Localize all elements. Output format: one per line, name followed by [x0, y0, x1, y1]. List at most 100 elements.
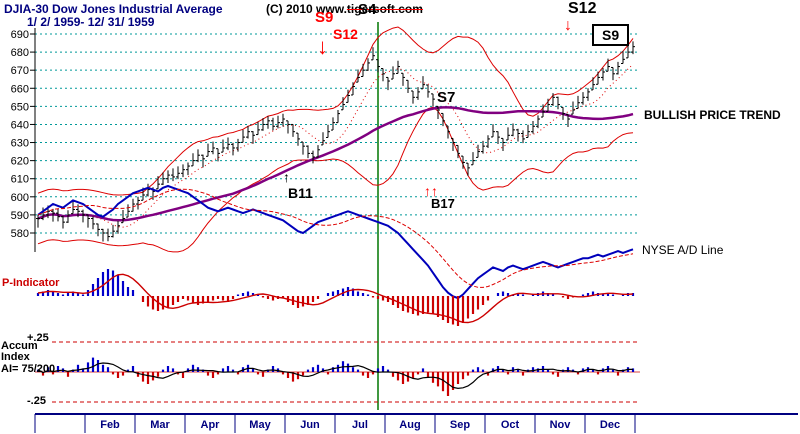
p-indicator-bar [146, 296, 150, 307]
p-indicator-bar [356, 291, 360, 296]
accum-bar [631, 368, 635, 372]
accum-bar [401, 372, 405, 384]
accum-bar [581, 368, 585, 372]
p-indicator-bar [486, 296, 490, 301]
y-axis-label: 580 [11, 228, 29, 240]
accum-bar [386, 369, 390, 372]
p-indicator-bar [186, 296, 190, 301]
p-indicator-bar [231, 296, 235, 299]
month-label-apr: Apr [200, 419, 220, 431]
p-indicator-bar [561, 296, 565, 298]
p-indicator-bar [261, 296, 265, 298]
accum-bar [311, 367, 315, 372]
p-indicator-bar [126, 287, 130, 296]
accum-bar [271, 366, 275, 372]
p-indicator-bar [606, 293, 610, 296]
p-indicator-bar [481, 296, 485, 305]
copyright: (C) 2010 www.tigersoft.com [266, 3, 423, 15]
month-label-mar: Mar [150, 419, 170, 431]
accum-bar [86, 362, 90, 372]
annotation-s7: S7 [437, 89, 456, 106]
p-indicator-bar [386, 296, 390, 302]
y-axis-label: 670 [11, 65, 29, 77]
p-indicator-bar [401, 296, 405, 311]
p-indicator-bar [311, 296, 315, 302]
accum-bar [136, 372, 140, 377]
accum-bar [76, 364, 80, 372]
accum-bar [351, 367, 355, 372]
p-indicator-bar [51, 291, 55, 296]
accum-bar [461, 372, 465, 380]
p-indicator-bar [56, 293, 60, 296]
p-indicator-label: P-Indicator [2, 277, 60, 289]
month-label-jun: Jun [300, 419, 320, 431]
accum-bar [346, 363, 350, 372]
bullish-price-trend-label: BULLISH PRICE TREND [644, 108, 781, 122]
accum-bar [261, 372, 265, 377]
p-indicator-bar [436, 296, 440, 317]
copyright-text: (C) 2010 www. [266, 2, 347, 16]
p-indicator-bar [411, 296, 415, 314]
accum-bar [111, 372, 115, 375]
p-indicator-bar [331, 291, 335, 296]
accum-bar [301, 372, 305, 376]
accum-bar [181, 372, 185, 378]
accum-bar [81, 368, 85, 372]
accum-bar [306, 369, 310, 372]
p-indicator-bar [101, 272, 105, 296]
accum-bar [551, 372, 555, 375]
accum-bar [371, 372, 375, 375]
y-axis-label: 640 [11, 119, 29, 131]
accum-bar [331, 367, 335, 372]
y-axis-label: 600 [11, 192, 29, 204]
accum-bar [251, 368, 255, 372]
p-indicator-bar [591, 291, 595, 296]
accum-bar [436, 372, 440, 387]
accum-bar [156, 372, 160, 377]
p-indicator-bar [61, 294, 65, 296]
accum-bar [596, 372, 600, 375]
accum-bar [256, 372, 260, 375]
p-indicator-bar [226, 296, 230, 302]
y-axis-label: 690 [11, 29, 29, 41]
accum-bar [221, 368, 225, 372]
annotation-b11: B11 [288, 185, 313, 201]
accum-bar [516, 369, 520, 372]
accum-bar [51, 372, 55, 375]
p-indicator-bar [506, 293, 510, 296]
accum-bar [396, 372, 400, 381]
accum-bar [231, 369, 235, 372]
p-indicator-bar [361, 293, 365, 296]
accum-bar [131, 366, 135, 372]
p-indicator-bar [441, 296, 445, 320]
accum-bar [456, 372, 460, 384]
month-label-sep: Sep [449, 419, 471, 431]
p-indicator-bar [351, 288, 355, 296]
month-label-aug: Aug [399, 419, 421, 431]
accum-bar [161, 369, 165, 372]
month-label-jul: Jul [352, 419, 368, 431]
p-indicator-bar [456, 296, 460, 326]
accum-bar [101, 364, 105, 372]
accum-bar [481, 369, 485, 372]
p-indicator-bar [156, 296, 160, 311]
p-indicator-bar [476, 296, 480, 310]
accum-bar [126, 369, 130, 372]
p-indicator-bar [316, 296, 320, 299]
annotation-s9-top: S9 [315, 9, 334, 26]
accum-bar [491, 368, 495, 372]
annotation-s12-arrow: ↓ [564, 17, 572, 34]
p-indicator-bar [266, 296, 270, 299]
accum-bar [146, 372, 150, 384]
month-label-nov: Nov [549, 419, 571, 431]
accum-bar [236, 372, 240, 375]
p-indicator-bar [271, 296, 275, 301]
accum-bar [611, 369, 615, 372]
p-indicator-bar [366, 294, 370, 296]
p-indicator-bar [431, 296, 435, 314]
accum-bar [501, 369, 505, 372]
p-indicator-bar [496, 293, 500, 296]
p-indicator-bar [446, 296, 450, 323]
annotation-b17: B17 [431, 196, 455, 211]
